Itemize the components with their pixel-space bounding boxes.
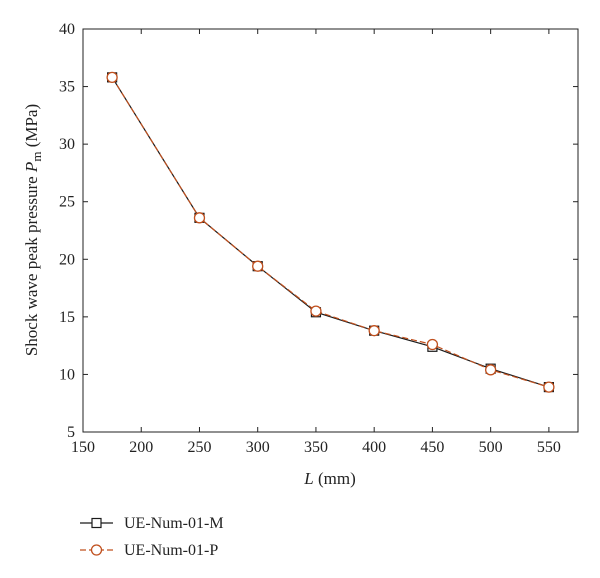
- data-point-circle: [543, 381, 555, 393]
- data-point-circle: [368, 325, 380, 337]
- data-point-circle: [193, 212, 206, 224]
- legend-label: UE-Num-01-P: [124, 542, 218, 559]
- legend: UE-Num-01-M UE-Num-01-P: [80, 515, 224, 559]
- y-tick-label: 35: [59, 79, 75, 96]
- y-tick-label: 20: [59, 251, 75, 268]
- data-point-circle: [310, 305, 322, 317]
- y-axis-label: Shock wave peak pressure Pm (MPa): [22, 104, 44, 356]
- x-tick-label: 450: [420, 439, 444, 456]
- x-tick-label: 350: [304, 439, 328, 456]
- x-axis-ticks: 150 200 250 300 350 400 450 500 550: [71, 29, 561, 456]
- x-tick-label: 250: [187, 439, 211, 456]
- x-tick-label: 200: [129, 439, 153, 456]
- series-UE-Num-01-P: [106, 71, 555, 393]
- y-tick-label: 15: [59, 309, 75, 326]
- legend-item: UE-Num-01-P: [80, 542, 218, 559]
- data-point-circle: [484, 364, 497, 376]
- plot-area-frame: [82, 28, 579, 433]
- legend-marker-square: [91, 517, 102, 529]
- y-tick-label: 30: [59, 136, 75, 153]
- y-tick-label: 10: [59, 366, 75, 383]
- series-line: [111, 77, 550, 388]
- legend-label: UE-Num-01-M: [124, 515, 224, 532]
- x-tick-label: 400: [362, 439, 386, 456]
- series-line: [111, 77, 550, 388]
- series-layer: [106, 71, 555, 393]
- y-axis-ticks: 5 10 15 20 25 30 35 40: [59, 21, 578, 441]
- x-tick-label: 500: [479, 439, 503, 456]
- y-tick-label: 5: [67, 424, 75, 441]
- data-point-circle: [106, 71, 118, 84]
- x-tick-label: 150: [71, 439, 95, 456]
- data-point-circle: [426, 338, 439, 351]
- y-tick-label: 25: [59, 194, 75, 211]
- x-tick-label: 300: [246, 439, 270, 456]
- y-tick-label: 40: [59, 21, 75, 38]
- legend-item: UE-Num-01-M: [80, 515, 224, 532]
- x-axis-label: L (mm): [303, 469, 356, 488]
- legend-marker-circle: [90, 544, 103, 556]
- series-UE-Num-01-M: [107, 72, 554, 393]
- data-point-circle: [252, 260, 264, 272]
- x-tick-label: 550: [537, 439, 561, 456]
